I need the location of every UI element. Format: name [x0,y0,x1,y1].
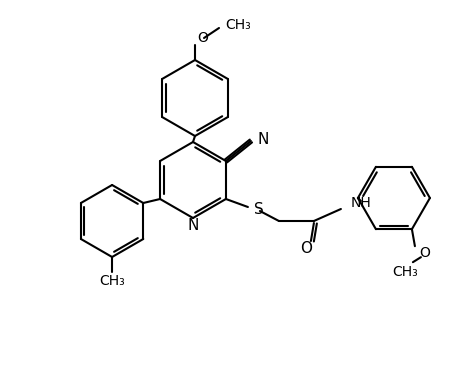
Text: N: N [258,131,269,146]
Text: O: O [419,246,430,260]
Text: O: O [197,31,208,45]
Text: CH₃: CH₃ [99,274,125,288]
Text: S: S [254,202,264,216]
Text: NH: NH [351,196,371,210]
Text: O: O [300,241,312,255]
Text: CH₃: CH₃ [392,265,418,279]
Text: CH₃: CH₃ [225,18,251,32]
Text: N: N [187,217,199,233]
